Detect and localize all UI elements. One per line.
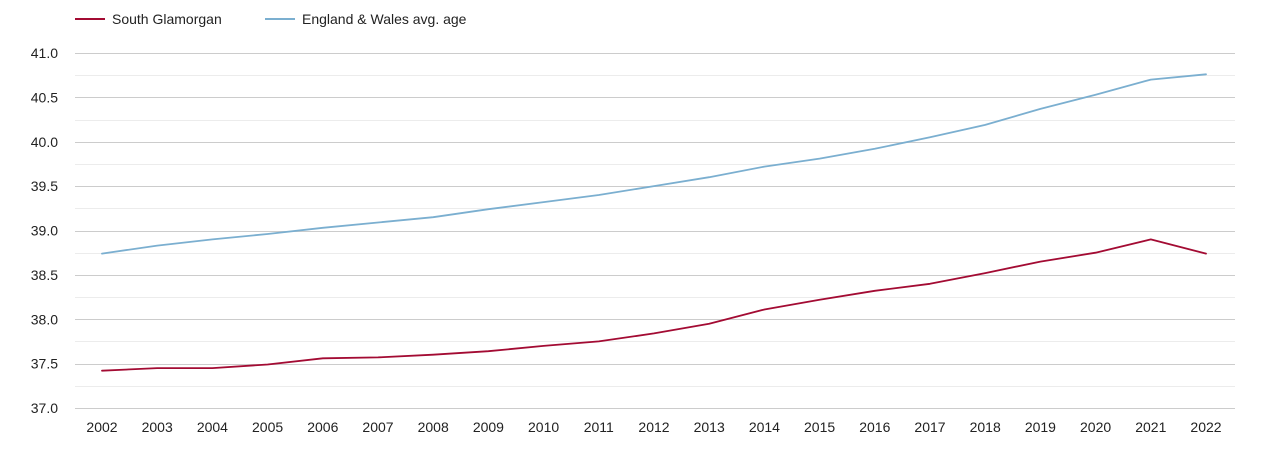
data-point[interactable]: [428, 212, 438, 222]
x-tick-label: 2014: [749, 419, 780, 435]
x-tick-label: 2016: [859, 419, 890, 435]
data-point[interactable]: [704, 172, 714, 182]
data-point[interactable]: [97, 366, 107, 376]
x-tick-label: 2017: [914, 419, 945, 435]
x-tick-label: 2002: [86, 419, 117, 435]
data-point[interactable]: [870, 286, 880, 296]
legend-label-south-glamorgan: South Glamorgan: [112, 11, 222, 27]
x-tick-label: 2004: [197, 419, 228, 435]
x-tick-label: 2011: [584, 419, 614, 435]
data-point[interactable]: [97, 249, 107, 259]
data-point[interactable]: [1201, 249, 1211, 259]
series-line-south-glamorgan: [101, 238, 1207, 372]
x-tick-label: 2003: [142, 419, 173, 435]
y-tick-label: 38.5: [31, 267, 58, 283]
x-axis: 2002 2003 2004 2005 2006 2007 2008 2009 2010 2011…: [86, 419, 1221, 435]
y-tick-label: 39.0: [31, 223, 58, 239]
y-axis: 41.0 40.5 40.0 39.5 39.0 38.5 38.0 37.5 37.0: [31, 45, 58, 416]
legend-label-england-wales: England & Wales avg. age: [302, 11, 467, 27]
data-point[interactable]: [373, 352, 383, 362]
data-point[interactable]: [483, 346, 493, 356]
legend: South Glamorgan England & Wales avg. age: [75, 11, 467, 27]
data-point[interactable]: [594, 190, 604, 200]
y-tick-label: 40.0: [31, 134, 58, 150]
data-point[interactable]: [263, 360, 273, 370]
data-point[interactable]: [815, 295, 825, 305]
data-point[interactable]: [594, 336, 604, 346]
data-point[interactable]: [1091, 248, 1101, 258]
data-point[interactable]: [870, 144, 880, 154]
y-tick-label: 37.0: [31, 400, 58, 416]
data-point[interactable]: [759, 162, 769, 172]
x-tick-label: 2008: [418, 419, 449, 435]
x-tick-label: 2019: [1025, 419, 1056, 435]
y-tick-label: 38.0: [31, 311, 58, 327]
gridlines: [75, 53, 1235, 409]
x-tick-label: 2015: [804, 419, 835, 435]
data-point[interactable]: [373, 218, 383, 228]
data-point[interactable]: [207, 363, 217, 373]
y-tick-label: 40.5: [31, 89, 58, 105]
legend-item-england-wales[interactable]: England & Wales avg. age: [265, 11, 467, 27]
data-point[interactable]: [428, 350, 438, 360]
data-point[interactable]: [980, 268, 990, 278]
data-point[interactable]: [263, 229, 273, 239]
data-point[interactable]: [318, 353, 328, 363]
x-tick-label: 2021: [1135, 419, 1166, 435]
x-tick-label: 2013: [694, 419, 725, 435]
x-tick-label: 2007: [362, 419, 393, 435]
x-tick-label: 2018: [970, 419, 1001, 435]
data-point[interactable]: [1201, 69, 1211, 79]
data-point[interactable]: [759, 304, 769, 314]
y-tick-label: 37.5: [31, 356, 58, 372]
data-point[interactable]: [207, 234, 217, 244]
x-tick-label: 2010: [528, 419, 559, 435]
data-point[interactable]: [1091, 90, 1101, 100]
data-point[interactable]: [1035, 257, 1045, 267]
y-tick-label: 41.0: [31, 45, 58, 61]
data-point[interactable]: [980, 120, 990, 130]
data-point[interactable]: [1146, 75, 1156, 85]
x-tick-label: 2012: [638, 419, 669, 435]
data-point[interactable]: [925, 279, 935, 289]
x-tick-label: 2009: [473, 419, 504, 435]
data-point[interactable]: [152, 363, 162, 373]
data-point[interactable]: [539, 341, 549, 351]
data-point[interactable]: [483, 204, 493, 214]
series-group: [97, 69, 1211, 376]
data-point[interactable]: [152, 241, 162, 251]
x-tick-label: 2020: [1080, 419, 1111, 435]
data-point[interactable]: [704, 319, 714, 329]
series-line-england-wales: [101, 73, 1207, 255]
y-tick-label: 39.5: [31, 178, 58, 194]
data-point[interactable]: [815, 154, 825, 164]
data-point[interactable]: [1035, 104, 1045, 114]
data-point[interactable]: [925, 132, 935, 142]
data-point[interactable]: [539, 197, 549, 207]
legend-item-south-glamorgan[interactable]: South Glamorgan: [75, 11, 222, 27]
x-tick-label: 2022: [1190, 419, 1221, 435]
data-point[interactable]: [318, 223, 328, 233]
x-tick-label: 2006: [307, 419, 338, 435]
data-point[interactable]: [649, 328, 659, 338]
data-point[interactable]: [1146, 234, 1156, 244]
x-tick-label: 2005: [252, 419, 283, 435]
data-point[interactable]: [649, 181, 659, 191]
